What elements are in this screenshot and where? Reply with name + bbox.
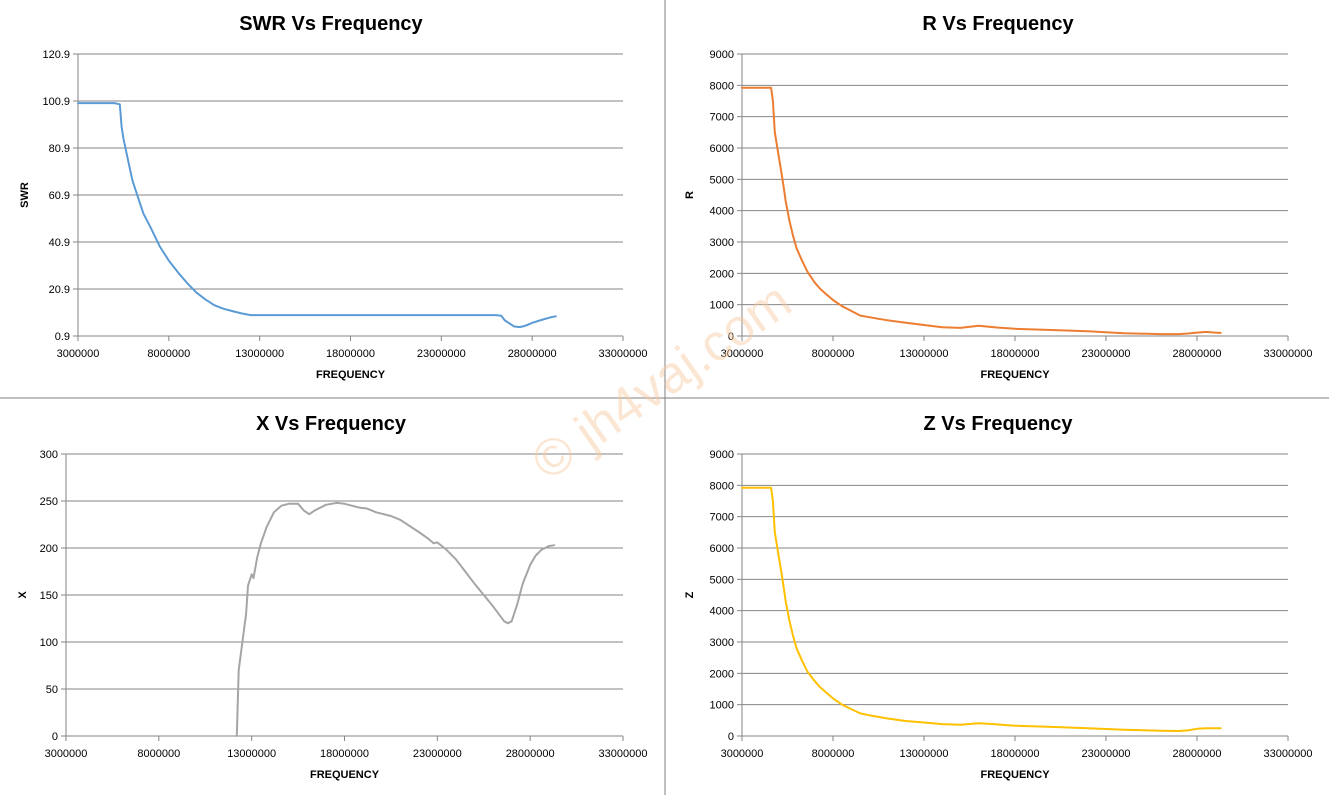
y-tick-label: 2000 [710,668,734,680]
x-axis-label: FREQUENCY [980,769,1050,781]
x-tick-label: 23000000 [1082,348,1131,360]
y-axis-label: X [17,591,29,599]
chart-1: R Vs Frequency 0 1000 2000 3000 4000 5000 6000 7… [684,13,1312,381]
x-tick-label: 8000000 [812,748,855,760]
y-tick-label: 9000 [710,49,734,61]
y-tick-label: 6000 [710,143,734,155]
x-tick-label: 28000000 [506,748,555,760]
x-tick-label: 28000000 [1173,748,1222,760]
x-tick-label: 33000000 [1264,348,1313,360]
x-tick-label: 3000000 [721,348,764,360]
y-tick-label: 0.9 [55,331,70,343]
x-tick-label: 28000000 [508,348,557,360]
x-tick-label: 33000000 [599,348,648,360]
x-tick-label: 13000000 [900,748,949,760]
x-tick-label: 18000000 [991,748,1040,760]
series-line [741,486,1222,732]
x-tick-label: 33000000 [599,748,648,760]
y-tick-label: 200 [40,543,58,555]
y-tick-label: 0 [728,731,734,743]
y-tick-label: 100.9 [42,96,70,108]
x-axis-label: FREQUENCY [316,369,386,381]
y-tick-label: 0 [52,731,58,743]
x-axis-label: FREQUENCY [310,769,380,781]
y-tick-label: 5000 [710,574,734,586]
y-tick-label: 4000 [710,206,734,218]
x-tick-label: 3000000 [721,748,764,760]
y-tick-label: 60.9 [49,190,70,202]
y-tick-label: 1000 [710,300,734,312]
x-tick-label: 3000000 [45,748,88,760]
y-tick-label: 0 [728,331,734,343]
x-tick-label: 3000000 [57,348,100,360]
y-tick-label: 4000 [710,606,734,618]
x-tick-label: 8000000 [812,348,855,360]
x-tick-label: 23000000 [417,348,466,360]
watermark-text: © jh4vaj.com [522,271,802,491]
x-tick-label: 18000000 [991,348,1040,360]
y-tick-label: 7000 [710,512,734,524]
y-tick-label: 50 [46,684,58,696]
y-tick-label: 250 [40,496,58,508]
y-tick-label: 8000 [710,80,734,92]
y-tick-label: 100 [40,637,58,649]
y-tick-label: 80.9 [49,143,70,155]
x-tick-label: 33000000 [1264,748,1313,760]
series-line [77,102,557,329]
y-tick-label: 150 [40,590,58,602]
y-axis-label: Z [684,591,696,598]
y-tick-label: 3000 [710,637,734,649]
y-tick-label: 40.9 [49,237,70,249]
chart-title: X Vs Frequency [256,413,407,435]
chart-title: SWR Vs Frequency [239,13,423,35]
chart-2: X Vs Frequency 0 50 100 150 200 250 300 3000000 8… [17,413,647,781]
chart-title: Z Vs Frequency [924,413,1074,435]
chart-3: Z Vs Frequency 0 1000 2000 3000 4000 5000 6000 7… [684,413,1312,781]
chart-title: R Vs Frequency [922,13,1074,35]
x-tick-label: 8000000 [137,748,180,760]
y-tick-label: 8000 [710,480,734,492]
chart-0: SWR Vs Frequency 0.9 20.9 40.9 60.9 80.9 100.9… [19,13,647,381]
y-tick-label: 9000 [710,449,734,461]
x-tick-label: 18000000 [320,748,369,760]
y-tick-label: 5000 [710,174,734,186]
y-tick-label: 1000 [710,700,734,712]
y-tick-label: 7000 [710,112,734,124]
y-axis-label: SWR [19,182,31,208]
y-tick-label: 6000 [710,543,734,555]
x-tick-label: 13000000 [227,748,276,760]
series-line [235,501,556,737]
charts-group: SWR Vs Frequency 0.9 20.9 40.9 60.9 80.9 100.9… [17,13,1312,781]
x-tick-label: 28000000 [1173,348,1222,360]
y-tick-label: 2000 [710,268,734,280]
x-tick-label: 13000000 [235,348,284,360]
y-tick-label: 20.9 [49,284,70,296]
x-tick-label: 13000000 [900,348,949,360]
y-tick-label: 3000 [710,237,734,249]
y-tick-label: 300 [40,449,58,461]
y-axis-label: R [684,191,696,199]
series-line [741,86,1222,336]
x-tick-label: 18000000 [326,348,375,360]
x-tick-label: 8000000 [147,348,190,360]
y-tick-label: 120.9 [42,49,70,61]
x-axis-label: FREQUENCY [980,369,1050,381]
x-tick-label: 23000000 [413,748,462,760]
x-tick-label: 23000000 [1082,748,1131,760]
